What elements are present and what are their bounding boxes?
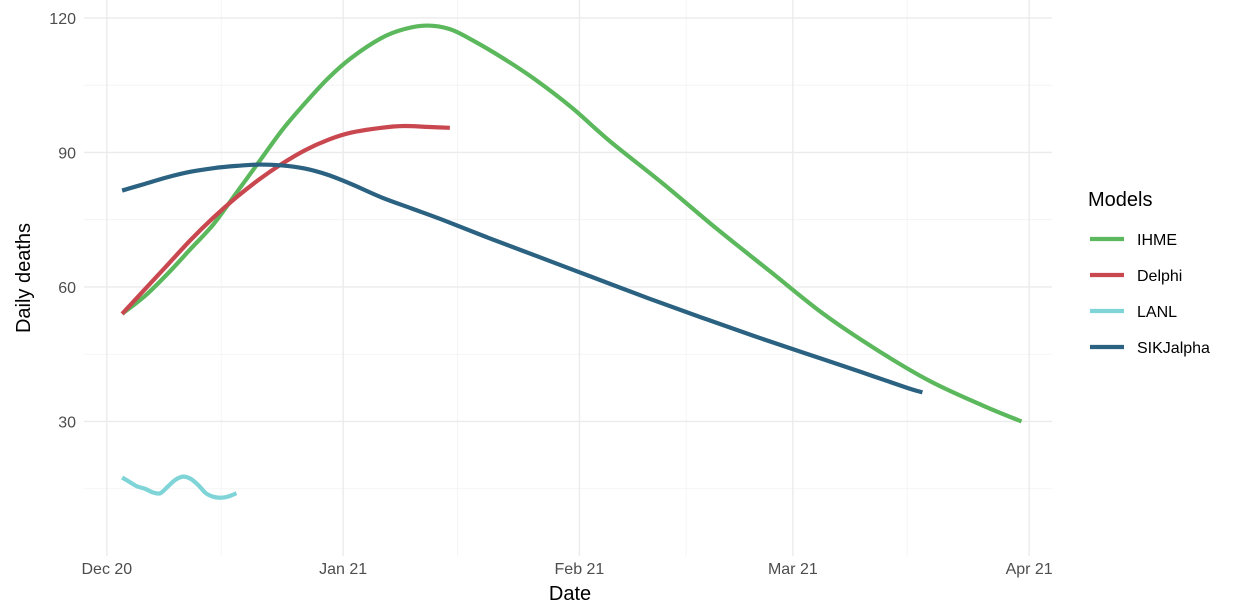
- y-axis-title: Daily deaths: [13, 223, 35, 333]
- legend-title: Models: [1088, 189, 1152, 211]
- minor-gridlines: [84, 0, 1052, 556]
- x-tick-label: Feb 21: [555, 561, 605, 578]
- legend-label-ihme: IHME: [1137, 232, 1177, 249]
- y-tick-label: 120: [49, 11, 76, 28]
- x-tick-label: Dec 20: [82, 561, 133, 578]
- x-tick-label: Mar 21: [768, 561, 818, 578]
- x-tick-label: Apr 21: [1006, 561, 1053, 578]
- major-gridlines: [84, 0, 1052, 556]
- y-tick-label: 30: [58, 414, 76, 431]
- legend-label-sikjalpha: SIKJalpha: [1137, 340, 1210, 357]
- series-lines: [120, 23, 1023, 500]
- series-line-lanl: [121, 474, 238, 500]
- y-tick-label: 90: [58, 145, 76, 162]
- legend-items: IHME Delphi LANL SIKJalpha: [1090, 232, 1210, 357]
- x-axis-tick-labels: Dec 20 Jan 21 Feb 21 Mar 21 Apr 21: [82, 561, 1053, 578]
- legend: Models IHME Delphi LANL SIKJalpha: [1088, 189, 1210, 357]
- y-tick-label: 60: [58, 280, 76, 297]
- legend-label-delphi: Delphi: [1137, 268, 1182, 285]
- y-axis-tick-labels: 30 60 90 120: [49, 11, 76, 432]
- x-tick-label: Jan 21: [319, 561, 367, 578]
- series-line-sikjalpha: [121, 162, 924, 395]
- legend-label-lanl: LANL: [1137, 304, 1177, 321]
- x-axis-title: Date: [549, 583, 591, 605]
